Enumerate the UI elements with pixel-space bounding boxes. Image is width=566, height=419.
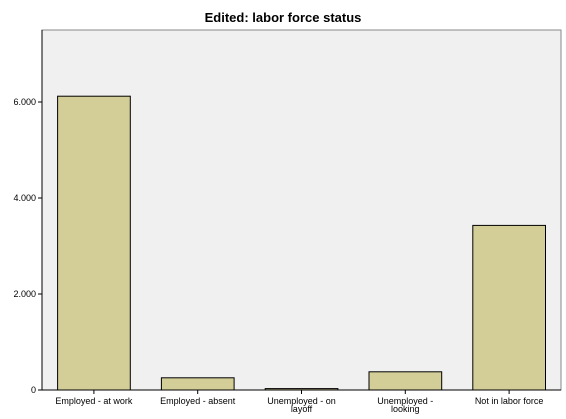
x-tick-label-2: Unemployed - on layoff bbox=[267, 396, 336, 414]
x-tick-label-3: Unemployed -looking bbox=[377, 396, 433, 414]
x-axis: Employed - at work Employed - absent Unemp… bbox=[42, 389, 561, 414]
y-axis: 0 2.000 4.000 6.000 bbox=[13, 30, 43, 395]
bar-1 bbox=[160, 377, 235, 391]
bars-layer bbox=[57, 95, 546, 391]
bar-0 bbox=[57, 95, 131, 391]
x-tick-label-0: Employed - at work bbox=[55, 396, 133, 406]
x-tick-label-4: Not in labor force bbox=[475, 396, 544, 406]
x-tick-label-1: Employed - absent bbox=[160, 396, 236, 406]
chart-title: Edited: labor force status bbox=[204, 10, 362, 25]
y-tick-label-1: 2.000 bbox=[13, 289, 36, 299]
y-tick-label-0: 0 bbox=[31, 385, 36, 395]
y-tick-label-2: 4.000 bbox=[13, 193, 36, 203]
bar-3 bbox=[368, 371, 443, 391]
y-tick-label-3: 6.000 bbox=[13, 97, 36, 107]
bar-4 bbox=[472, 224, 546, 391]
